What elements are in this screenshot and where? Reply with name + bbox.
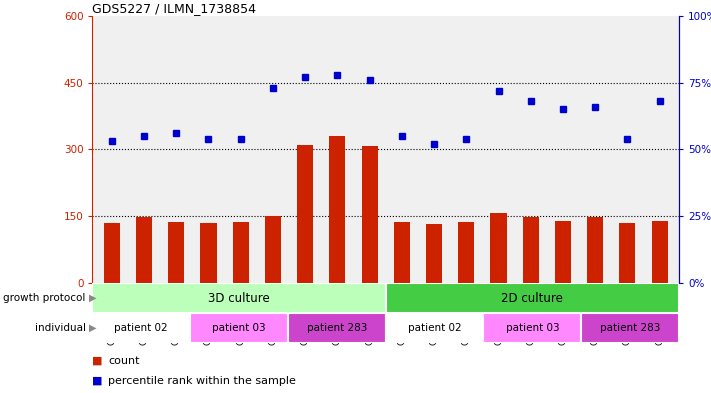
Bar xyxy=(288,313,385,343)
Text: 3D culture: 3D culture xyxy=(208,292,270,305)
Text: ▶: ▶ xyxy=(89,293,97,303)
Text: individual: individual xyxy=(35,323,89,333)
Bar xyxy=(385,313,483,343)
Text: patient 02: patient 02 xyxy=(408,323,461,333)
Text: 2D culture: 2D culture xyxy=(501,292,563,305)
Bar xyxy=(385,283,679,313)
Bar xyxy=(483,313,581,343)
Text: patient 03: patient 03 xyxy=(506,323,559,333)
Text: patient 02: patient 02 xyxy=(114,323,168,333)
Bar xyxy=(329,136,346,283)
Text: patient 03: patient 03 xyxy=(213,323,266,333)
Text: ▶: ▶ xyxy=(89,323,97,333)
Bar xyxy=(169,222,184,283)
Bar xyxy=(555,220,571,283)
Bar xyxy=(458,222,474,283)
Bar xyxy=(201,223,217,283)
Bar xyxy=(92,313,191,343)
Bar xyxy=(191,313,288,343)
Text: ■: ■ xyxy=(92,375,107,386)
Text: ■: ■ xyxy=(92,356,107,365)
Bar xyxy=(92,283,385,313)
Bar xyxy=(619,223,636,283)
Bar xyxy=(136,217,152,283)
Bar xyxy=(104,223,120,283)
Text: patient 283: patient 283 xyxy=(306,323,367,333)
Bar xyxy=(523,217,539,283)
Bar xyxy=(297,145,314,283)
Text: percentile rank within the sample: percentile rank within the sample xyxy=(108,375,296,386)
Text: patient 283: patient 283 xyxy=(600,323,661,333)
Text: count: count xyxy=(108,356,139,365)
Text: GDS5227 / ILMN_1738854: GDS5227 / ILMN_1738854 xyxy=(92,2,257,15)
Bar xyxy=(362,146,378,283)
Bar xyxy=(582,313,679,343)
Bar xyxy=(265,216,281,283)
Text: growth protocol: growth protocol xyxy=(4,293,89,303)
Bar xyxy=(651,220,668,283)
Bar xyxy=(394,222,410,283)
Bar xyxy=(232,222,249,283)
Bar xyxy=(426,224,442,283)
Bar xyxy=(587,217,603,283)
Bar xyxy=(491,213,506,283)
